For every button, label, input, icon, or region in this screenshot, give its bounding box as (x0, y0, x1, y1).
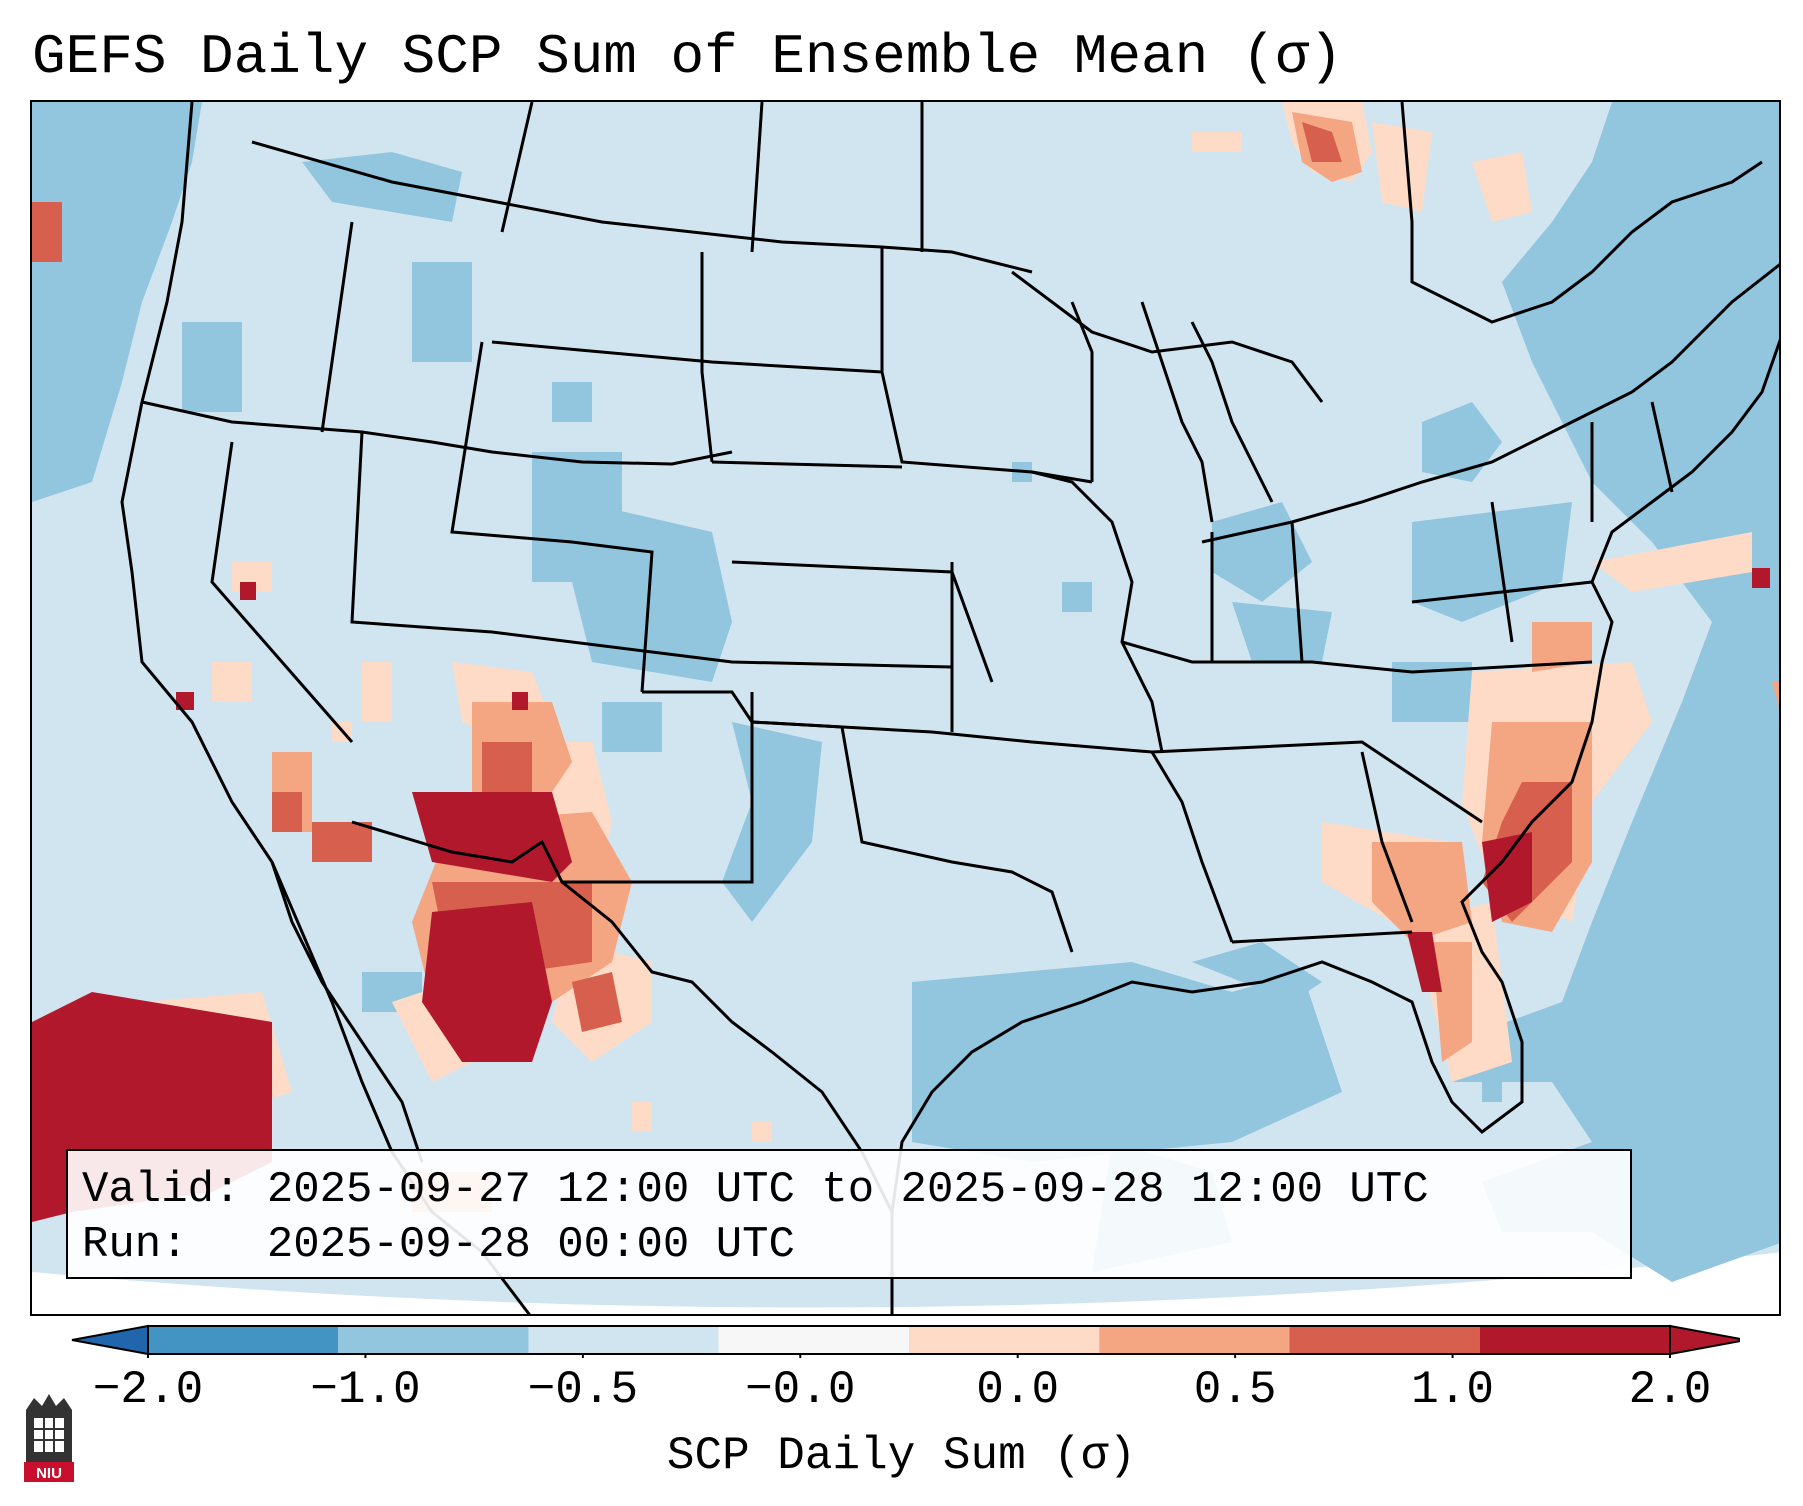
colorbar-segment (528, 1326, 719, 1354)
map-canvas (32, 102, 1779, 1314)
chart-title: GEFS Daily SCP Sum of Ensemble Mean (σ) (32, 25, 1343, 89)
colorbar-tick-label: −2.0 (92, 1364, 204, 1416)
colorbar-segment (1289, 1326, 1480, 1354)
colorbar-segment (338, 1326, 529, 1354)
colorbar-tick-label: −0.0 (745, 1364, 856, 1416)
colorbar-extend-low (71, 1324, 149, 1356)
colorbar-segment (1099, 1326, 1290, 1354)
run-time-line: Run: 2025-09-28 00:00 UTC (82, 1220, 795, 1270)
colorbar-tick-label: −0.5 (527, 1364, 639, 1416)
colorbar-tick-label: 0.0 (976, 1364, 1060, 1416)
colorbar-segment (909, 1326, 1100, 1354)
negative-anomaly-regions (32, 102, 1779, 1282)
colorbar-segment (1479, 1326, 1670, 1354)
colorbar-segment (718, 1326, 909, 1354)
colorbar-svg (71, 1324, 1747, 1358)
map-panel (30, 100, 1781, 1316)
colorbar-outline (147, 1325, 1671, 1355)
logo-text: NIU (36, 1465, 62, 1482)
colorbar-tick-label: 0.5 (1193, 1364, 1277, 1416)
colorbar-label: SCP Daily Sum (σ) (666, 1430, 1137, 1482)
colorbar-segment (148, 1326, 339, 1354)
valid-run-info-box: Valid: 2025-09-27 12:00 UTC to 2025-09-2… (66, 1149, 1632, 1279)
colorbar-extend-high (1669, 1324, 1747, 1356)
out-of-domain (32, 1252, 1779, 1314)
colorbar-tick-label: 2.0 (1628, 1364, 1712, 1416)
niu-logo: NIU (24, 1394, 74, 1482)
colorbar (70, 1318, 1747, 1358)
valid-time-line: Valid: 2025-09-27 12:00 UTC to 2025-09-2… (82, 1165, 1429, 1215)
colorbar-tick-label: 1.0 (1411, 1364, 1494, 1416)
colorbar-tick-label: −1.0 (310, 1364, 421, 1416)
coastlines-and-borders (120, 102, 1779, 1314)
